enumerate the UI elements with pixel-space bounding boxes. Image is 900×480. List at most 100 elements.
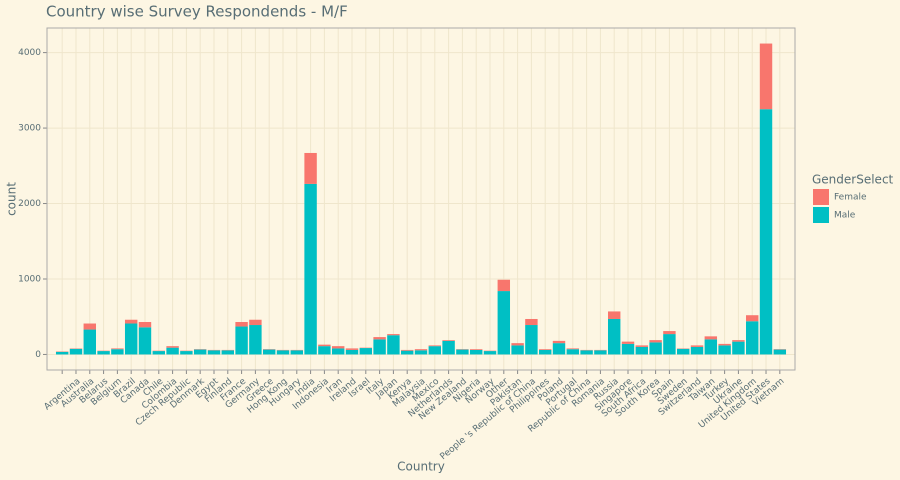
- bar-segment: [511, 343, 524, 346]
- bar-segment: [732, 341, 745, 355]
- bar-segment: [621, 341, 635, 344]
- bar-segment: [552, 343, 566, 355]
- bar-segment: [746, 321, 759, 355]
- bar-segment: [594, 350, 607, 355]
- bar-segment: [718, 343, 731, 346]
- bar-segment: [152, 351, 165, 355]
- chart-title: Country wise Survey Respondends - M/F: [46, 3, 348, 21]
- bar-segment: [649, 342, 662, 355]
- legend-key: [813, 207, 829, 223]
- bar-segment: [331, 348, 345, 355]
- bar-segment: [138, 327, 152, 355]
- bar-segment: [207, 350, 221, 355]
- bar-segment: [387, 335, 400, 355]
- bar-segment: [525, 325, 538, 355]
- legend-label: Female: [834, 193, 867, 203]
- bar-segment: [497, 291, 511, 355]
- bar-segment: [400, 350, 414, 355]
- bar-segment: [704, 339, 718, 355]
- bar-segment: [566, 349, 580, 355]
- bar-segment: [469, 349, 483, 350]
- bar-segment: [359, 348, 373, 355]
- bar-segment: [635, 346, 649, 355]
- bar-segment: [690, 345, 704, 347]
- y-tick-label: 3000: [18, 124, 41, 134]
- bar-segment: [759, 109, 773, 355]
- bar-segment: [663, 334, 676, 355]
- bar-segment: [124, 319, 138, 324]
- bar-segment: [400, 349, 414, 351]
- bar-segment: [456, 349, 469, 355]
- bar-segment: [552, 340, 566, 344]
- bar-segment: [345, 348, 359, 350]
- y-tick-label: 4000: [18, 48, 41, 58]
- bar-segment: [566, 348, 580, 350]
- bar-segment: [304, 183, 317, 355]
- y-tick-label: 2000: [18, 199, 41, 209]
- bar-segment: [538, 349, 552, 350]
- bar-segment: [511, 345, 524, 355]
- bar-segment: [290, 350, 304, 355]
- y-axis-title: count: [5, 182, 19, 216]
- bar-segment: [732, 340, 745, 342]
- bar-segment: [318, 346, 331, 355]
- bar-segment: [663, 331, 676, 335]
- y-tick-label: 1000: [18, 274, 41, 284]
- bar-segment: [497, 279, 511, 292]
- bar-segment: [608, 311, 621, 319]
- bar-segment: [442, 340, 455, 341]
- bar-segment: [166, 346, 179, 348]
- bar-segment: [138, 322, 152, 328]
- bar-segment: [166, 347, 179, 355]
- bar-segment: [111, 349, 124, 355]
- bar-segment: [428, 345, 442, 347]
- bar-segment: [373, 339, 386, 355]
- bar-segment: [55, 351, 69, 355]
- bar-segment: [649, 340, 662, 343]
- bar-segment: [469, 349, 483, 355]
- bar-segment: [690, 346, 704, 355]
- bar-segment: [773, 349, 787, 355]
- bar-segment: [249, 325, 262, 355]
- bar-segment: [345, 349, 359, 355]
- bar-segment: [373, 337, 386, 340]
- bar-segment: [235, 326, 248, 355]
- bar-segment: [608, 318, 621, 355]
- bar-segment: [704, 336, 718, 340]
- y-tick-label: 0: [35, 350, 41, 360]
- bar-segment: [621, 343, 635, 355]
- x-axis-title: Country: [397, 460, 445, 474]
- bar-segment: [483, 351, 497, 355]
- legend-label: Male: [834, 211, 856, 221]
- bar-segment: [759, 43, 773, 110]
- bar-segment: [414, 350, 428, 355]
- bar-segment: [525, 318, 538, 326]
- bar-segment: [718, 345, 731, 355]
- bar-segment: [538, 349, 552, 355]
- bar-segment: [442, 340, 455, 355]
- legend-key: [813, 189, 829, 205]
- bar-segment: [331, 346, 345, 349]
- bar-segment: [414, 349, 428, 351]
- bar-segment: [221, 350, 234, 355]
- bar-segment: [677, 348, 690, 355]
- bar-segment: [304, 152, 317, 184]
- bar-segment: [746, 315, 759, 322]
- bar-segment: [235, 322, 248, 327]
- bar-segment: [124, 323, 138, 355]
- bar-segment: [428, 346, 442, 355]
- bar-segment: [635, 345, 649, 347]
- bar-segment: [262, 349, 276, 355]
- bar-segment: [318, 344, 331, 347]
- panel-border: [46, 27, 796, 371]
- bar-segment: [97, 351, 110, 355]
- bar-segment: [193, 349, 207, 355]
- bar-segment: [387, 334, 400, 336]
- bar-segment: [580, 350, 593, 355]
- bar-segment: [111, 348, 124, 350]
- bar-segment: [69, 348, 83, 355]
- bar-segment: [249, 319, 262, 326]
